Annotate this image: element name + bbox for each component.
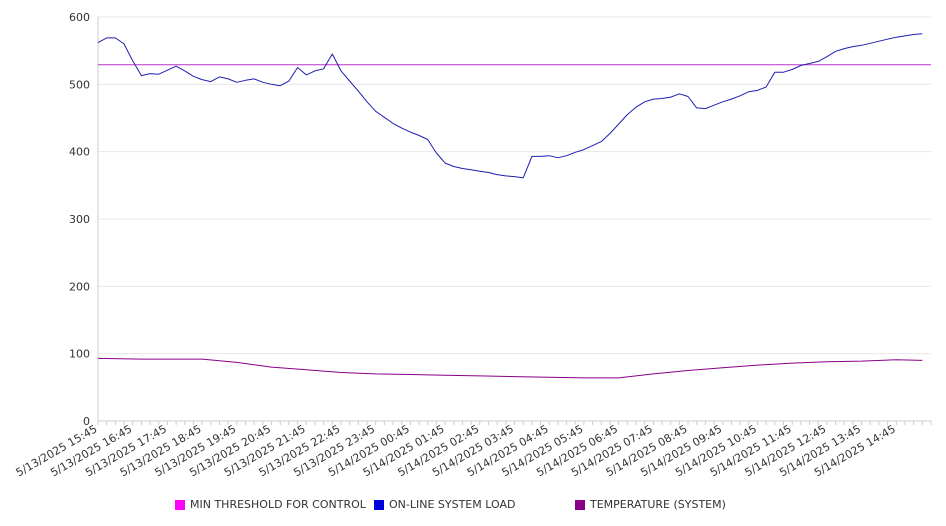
series-lines xyxy=(97,33,931,379)
y-tick-label: 0 xyxy=(83,415,90,428)
legend-item[interactable]: ON-LINE SYSTEM LOAD xyxy=(374,498,515,511)
y-tick-label: 600 xyxy=(69,11,90,24)
x-axis: 5/13/2025 15:455/13/2025 16:455/13/2025 … xyxy=(14,420,932,479)
legend-item[interactable]: TEMPERATURE (SYSTEM) xyxy=(575,498,726,511)
temperature-line xyxy=(97,357,923,379)
y-axis: 0 100 200 300 400 500 600 xyxy=(69,11,99,428)
legend-swatch xyxy=(175,499,185,510)
legend-label: TEMPERATURE (SYSTEM) xyxy=(590,498,726,511)
y-tick-label: 400 xyxy=(69,146,90,159)
system-load-line xyxy=(97,33,923,179)
legend-label: ON-LINE SYSTEM LOAD xyxy=(389,498,516,511)
legend-swatch xyxy=(575,499,585,510)
y-tick-label: 300 xyxy=(69,213,90,226)
legend: MIN THRESHOLD FOR CONTROL ON-LINE SYSTEM … xyxy=(0,498,946,518)
grid-lines xyxy=(98,16,931,355)
legend-swatch xyxy=(374,499,384,510)
legend-label: MIN THRESHOLD FOR CONTROL xyxy=(190,498,366,511)
y-tick-label: 200 xyxy=(69,280,90,293)
legend-item[interactable]: MIN THRESHOLD FOR CONTROL xyxy=(175,498,366,511)
y-tick-label: 500 xyxy=(69,78,90,91)
y-tick-label: 100 xyxy=(69,348,90,361)
